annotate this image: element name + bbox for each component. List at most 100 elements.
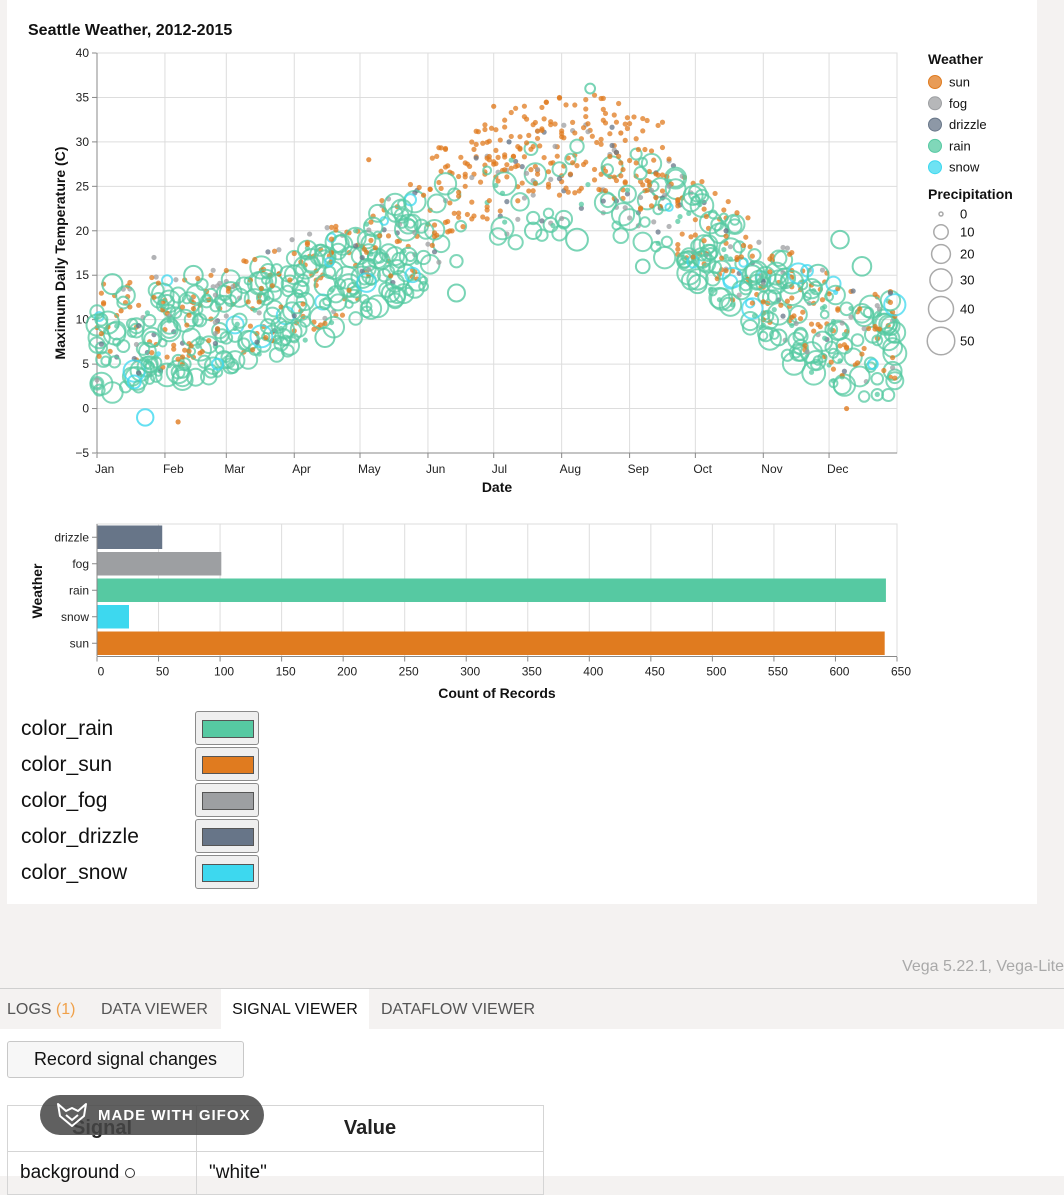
data-point	[135, 341, 151, 356]
data-point	[793, 320, 799, 327]
x-tick-label: Jul	[492, 462, 507, 476]
data-point	[736, 292, 742, 298]
data-point	[460, 224, 466, 230]
data-point	[757, 326, 782, 351]
data-point	[510, 192, 530, 212]
data-point	[666, 168, 686, 188]
data-point	[874, 303, 880, 309]
legend-size-symbol	[938, 211, 944, 217]
data-point	[583, 113, 589, 120]
data-point	[508, 109, 514, 116]
data-point	[712, 190, 718, 197]
bar-x-tick-label: 250	[399, 665, 419, 679]
data-point	[469, 199, 475, 205]
data-point	[534, 166, 541, 173]
color-rain-picker[interactable]	[195, 711, 259, 745]
data-point	[887, 290, 894, 296]
legend-size-title: Precipitation	[928, 186, 1013, 202]
data-point	[127, 304, 133, 310]
legend-weather-title: Weather	[928, 51, 984, 67]
data-point	[368, 251, 374, 257]
data-point	[214, 326, 221, 332]
data-point	[403, 286, 413, 297]
data-point	[640, 115, 646, 122]
data-point	[637, 194, 644, 201]
data-point	[624, 187, 631, 193]
data-point	[197, 298, 221, 321]
data-point	[234, 321, 240, 327]
data-point	[149, 350, 155, 356]
data-point	[515, 216, 521, 222]
tab-dataflow-viewer[interactable]: DATAFLOW VIEWER	[380, 1001, 536, 1018]
bar-x-tick-label: 100	[214, 665, 234, 679]
data-point	[723, 253, 729, 260]
color-fog-picker[interactable]	[195, 783, 259, 817]
bar-x-tick-label: 0	[98, 665, 105, 679]
color-swatch	[202, 864, 254, 882]
bar-category-label: drizzle	[54, 530, 89, 544]
data-point	[690, 254, 696, 260]
scatter-chart: −5 0 5 10 15 20 25 30 35 40 Jan Feb Mar Apr May Jun Jul A…	[28, 22, 1013, 495]
color-snow-picker[interactable]	[195, 855, 259, 889]
data-point	[302, 255, 321, 275]
data-point	[660, 235, 673, 248]
data-point	[616, 100, 622, 107]
data-point	[523, 170, 530, 176]
data-point	[451, 210, 457, 216]
chart-title: Seattle Weather, 2012-2015	[28, 22, 232, 39]
data-point	[484, 207, 490, 213]
data-point	[741, 297, 764, 320]
data-point	[749, 300, 755, 306]
tab-logs[interactable]: LOGS (1)	[0, 989, 88, 1030]
data-point	[819, 305, 826, 311]
data-point	[438, 145, 444, 151]
data-point	[826, 291, 832, 297]
data-point	[454, 219, 468, 233]
data-point	[760, 311, 780, 330]
data-point	[601, 163, 614, 176]
tab-signal-viewer[interactable]: SIGNAL VIEWER	[221, 989, 369, 1030]
data-point	[541, 154, 547, 161]
data-point	[727, 256, 734, 262]
data-point	[817, 352, 828, 363]
data-point	[415, 249, 432, 266]
data-point	[356, 272, 377, 293]
data-point	[278, 304, 284, 310]
data-point	[609, 142, 615, 149]
color-control-row: color_snow	[21, 855, 261, 891]
data-point	[307, 231, 313, 237]
tab-data-viewer[interactable]: DATA VIEWER	[101, 1001, 208, 1018]
bar-sun	[97, 631, 885, 655]
data-point	[725, 198, 731, 205]
data-point	[758, 330, 769, 341]
data-point	[694, 188, 710, 204]
x-axis-title: Date	[482, 479, 513, 495]
data-point	[513, 105, 519, 111]
data-point	[530, 192, 536, 198]
inspect-circle-icon[interactable]	[124, 1168, 135, 1178]
data-point	[602, 188, 609, 194]
data-point	[304, 240, 311, 246]
data-point	[585, 129, 591, 135]
data-point	[235, 276, 253, 294]
legend-size-symbol	[926, 326, 956, 356]
color-swatch	[202, 756, 254, 774]
data-point	[359, 297, 383, 320]
data-point	[333, 223, 339, 229]
data-point	[502, 117, 508, 123]
data-point	[115, 285, 136, 306]
data-point	[230, 284, 236, 290]
record-signal-changes-button[interactable]: Record signal changes	[7, 1041, 244, 1078]
data-point	[171, 346, 177, 352]
bar-x-tick-label: 400	[583, 665, 603, 679]
data-point	[551, 225, 568, 242]
data-point	[598, 136, 604, 142]
data-point	[659, 119, 666, 125]
data-point	[624, 115, 631, 121]
data-point	[292, 255, 318, 280]
data-point	[252, 256, 258, 263]
data-point	[136, 302, 142, 308]
color-drizzle-picker[interactable]	[195, 819, 259, 853]
color-sun-picker[interactable]	[195, 747, 259, 781]
x-tick-label: Jan	[95, 462, 114, 476]
